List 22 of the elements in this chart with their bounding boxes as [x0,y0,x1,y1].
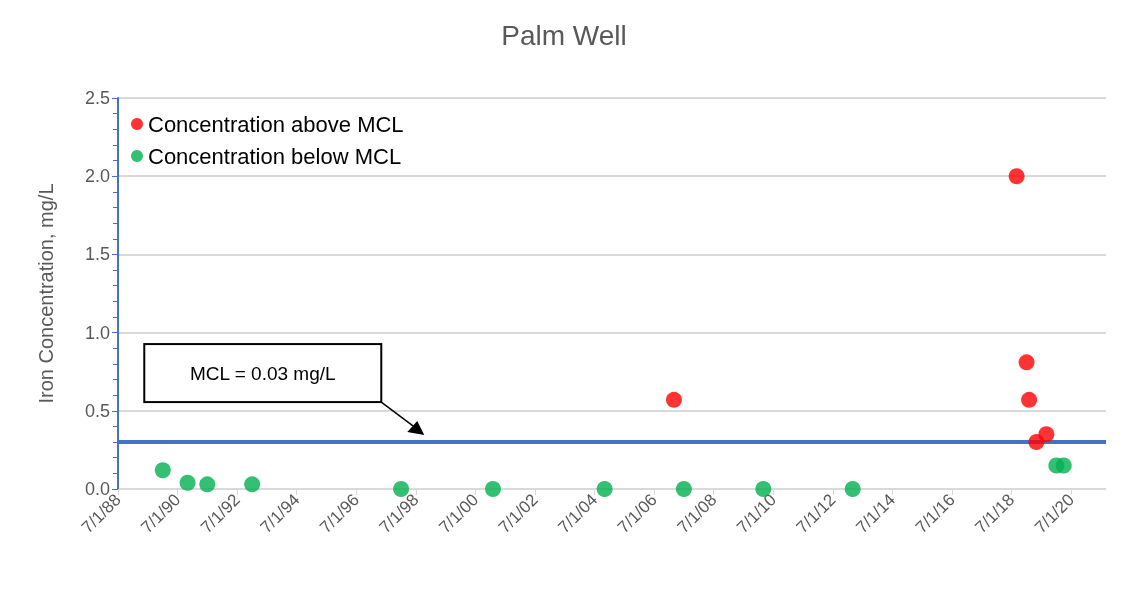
legend-label: Concentration above MCL [148,111,404,137]
y-tick-label: 1.0 [84,322,110,343]
legend-label: Concentration below MCL [148,143,402,169]
point [1055,457,1072,474]
point [1021,391,1038,408]
point [1008,168,1025,185]
point [1038,426,1055,443]
y-tick-label: 1.5 [84,244,110,265]
y-axis-title: Iron Concentration, mg/L [35,183,57,404]
chart-title: Palm Well [501,19,627,51]
point [665,391,682,408]
y-tick-label: 2.5 [84,88,110,108]
y-tick-label: 0.0 [84,479,110,499]
y-tick-label: 2.0 [84,166,110,187]
point [179,474,196,491]
annotation: MCL = 0.03 mg/L [190,362,336,384]
point [244,476,261,493]
y-tick-label: 0.5 [84,400,110,421]
point [596,481,613,497]
point [1018,354,1035,371]
point [154,462,171,479]
point [199,476,216,493]
